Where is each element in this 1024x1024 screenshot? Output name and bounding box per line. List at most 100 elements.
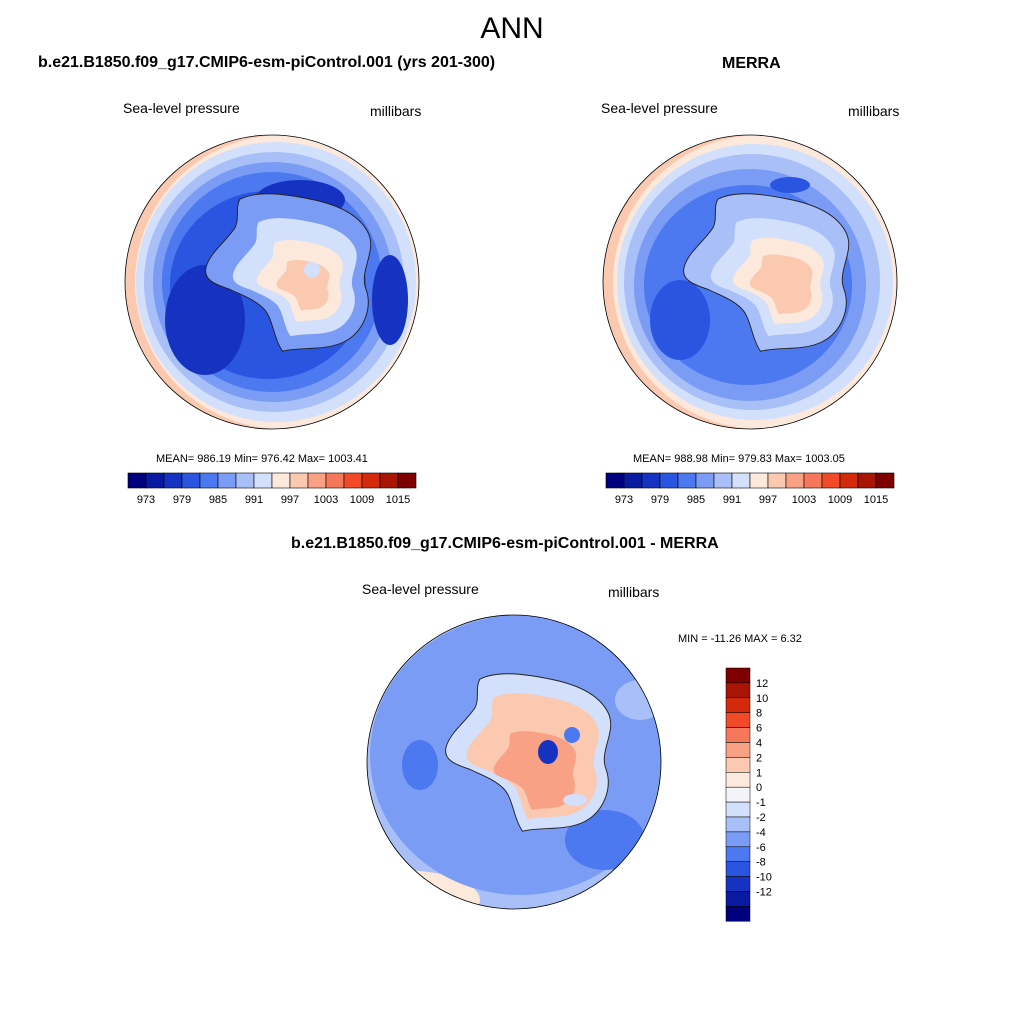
panel3-colorbar-tick-label: 0 — [756, 782, 762, 794]
panel1-colorbar-swatch — [163, 472, 183, 489]
panel2-colorbar-swatch — [731, 472, 751, 489]
panel2-colorbar-swatch — [659, 472, 679, 489]
panel1-colorbar-tick-label: 1003 — [314, 494, 338, 506]
panel3-colorbar-tick-label: 4 — [756, 738, 762, 750]
panel1-colorbar-swatch — [127, 472, 147, 489]
panel3-colorbar-tick-label: -12 — [756, 887, 772, 899]
panel1-units-label: millibars — [370, 103, 422, 119]
panel3-units-label: millibars — [608, 584, 660, 600]
panel2-colorbar-swatch — [695, 472, 715, 489]
panel1-colorbar-swatch — [361, 472, 381, 489]
panel3-colorbar-swatch — [725, 757, 751, 773]
panel2-colorbar-tick-label: 1015 — [864, 494, 888, 506]
panel2-map — [602, 134, 898, 430]
panel1-colorbar-swatch — [181, 472, 201, 489]
panel1-colorbar-tick-label: 997 — [281, 494, 299, 506]
panel2-colorbar-swatch — [875, 472, 895, 489]
panel3-colorbar-swatch — [725, 772, 751, 788]
panel3-colorbar-swatch — [725, 742, 751, 758]
panel3-colorbar-tick-label: -1 — [756, 797, 766, 809]
panel2-colorbar-tick-label: 991 — [723, 494, 741, 506]
panel2-variable-label: Sea-level pressure — [601, 100, 718, 116]
panel2-colorbar-swatch — [641, 472, 661, 489]
panel2-colorbar: 973 979 985 991 997 1003 1009 1015 — [605, 472, 895, 506]
panel3-colorbar-swatch — [725, 801, 751, 818]
panel3-colorbar-tick-label: 12 — [756, 678, 768, 690]
panel2-colorbar-swatch — [839, 472, 859, 489]
panel1-stats: MEAN= 986.19 Min= 976.42 Max= 1003.41 — [156, 453, 368, 465]
panel1-colorbar-swatch — [397, 472, 417, 489]
panel2-units-label: millibars — [848, 103, 900, 119]
panel2-colorbar-swatch — [857, 472, 877, 489]
panel3-stats: MIN = -11.26 MAX = 6.32 — [678, 633, 802, 645]
panel3-colorbar-swatch — [725, 831, 751, 848]
panel1-colorbar-swatch — [253, 472, 273, 489]
panel3-colorbar-swatch — [725, 682, 751, 699]
panel3-colorbar-swatch — [725, 906, 751, 922]
panel3-variable-label: Sea-level pressure — [362, 581, 479, 597]
panel1-colorbar: 973 979 985 991 997 1003 1009 1015 — [127, 472, 417, 506]
panel2-colorbar-swatch — [749, 472, 769, 489]
panel3-colorbar-tick-label: 6 — [756, 723, 762, 735]
panel1-colorbar-swatch — [145, 472, 165, 489]
panel1-colorbar-swatch — [379, 472, 399, 489]
panel3-colorbar-swatch — [725, 786, 751, 803]
panel3-title: b.e21.B1850.f09_g17.CMIP6-esm-piControl.… — [291, 535, 719, 552]
panel2-colorbar-tick-label: 1003 — [792, 494, 816, 506]
panel3-colorbar-swatch — [725, 667, 751, 684]
panel3-colorbar-tick-label: -6 — [756, 842, 766, 854]
panel3-map — [366, 614, 662, 910]
panel1-colorbar-swatch — [343, 472, 363, 489]
panel3-colorbar-swatch — [725, 891, 751, 907]
panel1-colorbar-swatch — [271, 472, 291, 489]
panel3-colorbar-swatch — [725, 697, 751, 713]
panel1-colorbar-swatch — [307, 472, 327, 489]
panel1-colorbar-tick-label: 1015 — [386, 494, 410, 506]
panel3-colorbar-swatch — [725, 816, 751, 833]
panel3-colorbar-tick-label: 1 — [756, 767, 762, 779]
panel2-stats: MEAN= 988.98 Min= 979.83 Max= 1003.05 — [633, 453, 845, 465]
panel3-colorbar-swatch — [725, 712, 751, 728]
panel2-colorbar-swatch — [785, 472, 805, 489]
panel2-colorbar-tick-label: 1009 — [828, 494, 852, 506]
panel3-colorbar-swatch — [725, 876, 751, 892]
panel2-colorbar-swatch — [623, 472, 643, 489]
figure-title: ANN — [480, 12, 544, 45]
panel2-colorbar-swatch — [677, 472, 697, 489]
panel2-colorbar-swatch — [803, 472, 823, 489]
panel3-colorbar-swatch — [725, 846, 751, 862]
panel1-colorbar-tick-label: 991 — [245, 494, 263, 506]
panel1-map — [124, 134, 420, 430]
panel2-colorbar-swatch — [713, 472, 733, 489]
panel3-colorbar-swatch — [725, 727, 751, 743]
panel3-colorbar-tick-label: 8 — [756, 708, 762, 720]
panel1-colorbar-swatch — [289, 472, 309, 489]
panel3-colorbar-tick-label: -10 — [756, 872, 772, 884]
panel1-colorbar-tick-label: 973 — [137, 494, 155, 506]
panel2-colorbar-swatch — [605, 472, 625, 489]
panel3-colorbar-tick-label: -8 — [756, 857, 766, 869]
panel2-colorbar-tick-label: 979 — [651, 494, 669, 506]
panel2-title: MERRA — [722, 55, 781, 72]
panel2-colorbar-tick-label: 997 — [759, 494, 777, 506]
panel2-colorbar-tick-label: 985 — [687, 494, 705, 506]
panel3-colorbar-swatch — [725, 861, 751, 877]
panel1-colorbar-tick-label: 1009 — [350, 494, 374, 506]
panel1-variable-label: Sea-level pressure — [123, 100, 240, 116]
panel1-colorbar-swatch — [325, 472, 345, 489]
panel1-colorbar-swatch — [235, 472, 255, 489]
panel2-colorbar-swatch — [821, 472, 841, 489]
panel1-colorbar-swatch — [217, 472, 237, 489]
panel2-colorbar-swatch — [767, 472, 787, 489]
panel3-colorbar-tick-label: -2 — [756, 812, 766, 824]
panel1-colorbar-tick-label: 985 — [209, 494, 227, 506]
panel3-colorbar-tick-label: -4 — [756, 827, 766, 839]
panel1-colorbar-swatch — [199, 472, 219, 489]
panel1-title: b.e21.B1850.f09_g17.CMIP6-esm-piControl.… — [38, 54, 496, 71]
panel1-colorbar-tick-label: 979 — [173, 494, 191, 506]
panel3-colorbar-tick-label: 2 — [756, 752, 762, 764]
panel2-colorbar-tick-label: 973 — [615, 494, 633, 506]
panel3-colorbar-tick-label: 10 — [756, 693, 768, 705]
